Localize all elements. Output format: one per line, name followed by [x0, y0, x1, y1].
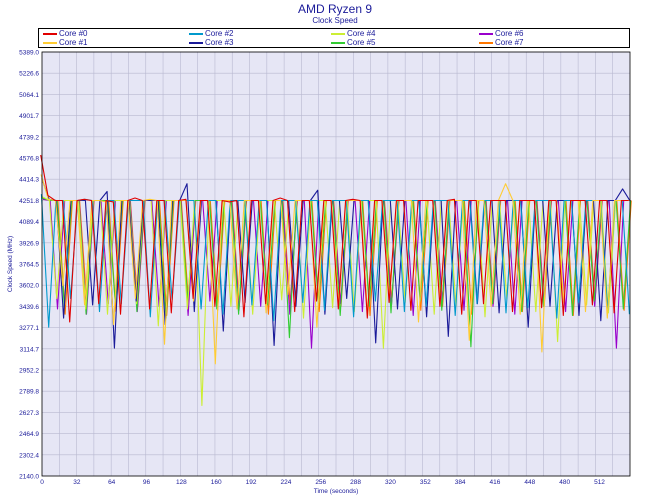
- y-tick-label: 4089.4: [19, 219, 39, 226]
- x-tick-label: 320: [385, 479, 396, 486]
- y-tick-label: 3602.0: [19, 283, 39, 290]
- legend-swatch: [479, 42, 493, 44]
- legend-swatch: [331, 42, 345, 44]
- y-tick-label: 2464.9: [19, 431, 39, 438]
- chart-legend: Core #0 Core #1 Core #2 Core #3 Core #4 Core …: [38, 28, 630, 48]
- chart-title: AMD Ryzen 9: [297, 2, 373, 16]
- chart-subtitle: Clock Speed: [312, 16, 358, 25]
- legend-label: Core #1: [59, 38, 88, 47]
- y-tick-label: 4739.2: [19, 134, 39, 141]
- x-tick-label: 480: [559, 479, 570, 486]
- x-tick-label: 64: [108, 479, 116, 486]
- x-tick-label: 288: [350, 479, 361, 486]
- x-tick-label: 0: [40, 479, 44, 486]
- x-tick-label: 416: [490, 479, 501, 486]
- y-tick-label: 3439.6: [19, 304, 39, 311]
- x-tick-label: 512: [594, 479, 605, 486]
- x-tick-label: 448: [524, 479, 535, 486]
- y-tick-label: 2627.3: [19, 410, 39, 417]
- y-tick-label: 3926.9: [19, 240, 39, 247]
- y-tick-label: 2140.0: [19, 474, 39, 481]
- x-tick-label: 224: [280, 479, 291, 486]
- y-tick-label: 5064.1: [19, 92, 39, 99]
- x-tick-label: 128: [176, 479, 187, 486]
- legend-swatch: [189, 33, 203, 35]
- series-line-core-2: [40, 194, 630, 328]
- legend-swatch: [43, 33, 57, 35]
- x-tick-label: 384: [455, 479, 466, 486]
- x-tick-label: 160: [211, 479, 222, 486]
- legend-label: Core #0: [59, 29, 88, 38]
- legend-swatch: [43, 42, 57, 44]
- y-tick-label: 3277.1: [19, 325, 39, 332]
- y-tick-label: 4251.8: [19, 198, 39, 205]
- legend-swatch: [189, 42, 203, 44]
- y-tick-label: 2952.2: [19, 368, 39, 375]
- legend-label: Core #2: [205, 29, 234, 38]
- y-tick-label: 2302.4: [19, 452, 39, 459]
- y-tick-label: 4576.8: [19, 155, 39, 162]
- series-line-core-0: [40, 154, 629, 323]
- y-tick-label: 4414.3: [19, 177, 39, 184]
- y-tick-label: 2789.8: [19, 389, 39, 396]
- legend-label: Core #3: [205, 38, 234, 47]
- legend-swatch: [331, 33, 345, 35]
- y-tick-label: 5226.6: [19, 71, 39, 78]
- y-axis-label: Clock Speed (MHz): [7, 236, 14, 292]
- y-tick-label: 4901.7: [19, 113, 39, 120]
- y-tick-label: 3764.5: [19, 262, 39, 269]
- x-axis-label: Time (seconds): [314, 488, 359, 495]
- legend-label: Core #4: [347, 29, 376, 38]
- y-tick-label: 3114.7: [20, 346, 40, 353]
- plot-border: [41, 51, 631, 477]
- x-tick-label: 256: [315, 479, 326, 486]
- legend-label: Core #6: [495, 29, 524, 38]
- y-tick-label: 5389.0: [19, 50, 39, 57]
- legend-label: Core #5: [347, 38, 376, 47]
- x-tick-label: 96: [143, 479, 151, 486]
- x-tick-label: 352: [420, 479, 431, 486]
- x-tick-label: 32: [73, 479, 81, 486]
- x-tick-label: 192: [246, 479, 257, 486]
- legend-label: Core #7: [495, 38, 524, 47]
- legend-swatch: [479, 33, 493, 35]
